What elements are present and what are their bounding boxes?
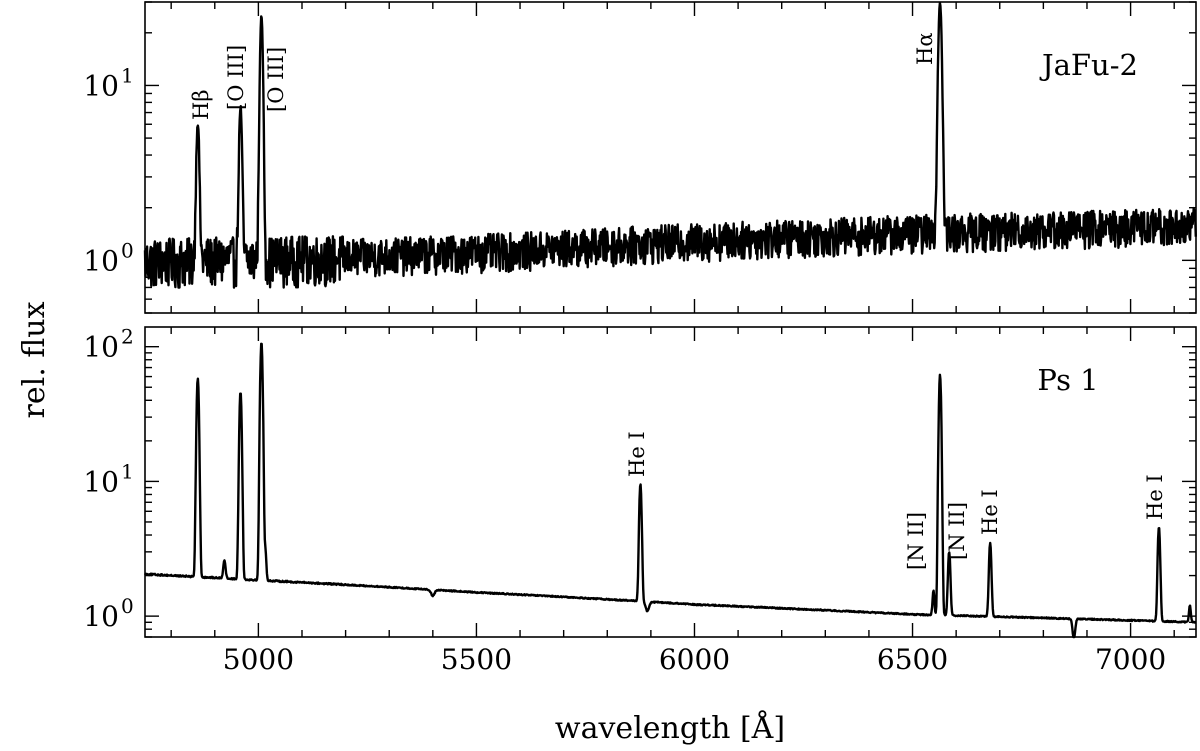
bottom-panel-title: Ps 1 (1037, 363, 1098, 397)
x-tick-label: 6000 (659, 643, 730, 676)
line-annotation: Hβ (189, 90, 213, 120)
y-tick-exponent: 0 (121, 594, 134, 618)
y-tick-label: 10 (83, 600, 119, 633)
line-annotation: He I (625, 431, 649, 477)
line-annotation: [O III] (224, 45, 248, 110)
y-tick-exponent: 0 (121, 238, 134, 262)
y-axis-title: rel. flux (17, 301, 52, 418)
y-tick-exponent: 2 (121, 325, 134, 349)
line-annotation: He I (1143, 474, 1167, 520)
x-tick-label: 5000 (223, 643, 294, 676)
x-tick-label: 5500 (441, 643, 512, 676)
spectrum-line (143, 1, 1197, 289)
y-tick-label: 10 (83, 69, 119, 102)
spectrum-line (143, 342, 1197, 639)
line-annotation: Hα (913, 33, 937, 66)
x-axis-title: wavelength [Å] (555, 710, 785, 746)
y-tick-label: 10 (83, 244, 119, 277)
top-panel-title: JaFu-2 (1039, 48, 1138, 82)
y-tick-label: 10 (83, 465, 119, 498)
line-annotation: [O III] (264, 47, 288, 112)
x-tick-label: 7000 (1095, 643, 1166, 676)
line-annotation: He I (978, 489, 1002, 535)
line-annotation: [N II] (904, 512, 928, 570)
x-tick-label: 6500 (877, 643, 948, 676)
line-annotation: [N II] (945, 502, 969, 560)
y-tick-label: 10 (83, 331, 119, 364)
plot-frame (144, 1, 1197, 314)
top-panel: JaFu-2 10 010 1Hβ [O III] [O III] Hα (83, 1, 1197, 314)
y-tick-exponent: 1 (121, 63, 134, 87)
y-tick-exponent: 1 (121, 459, 134, 483)
